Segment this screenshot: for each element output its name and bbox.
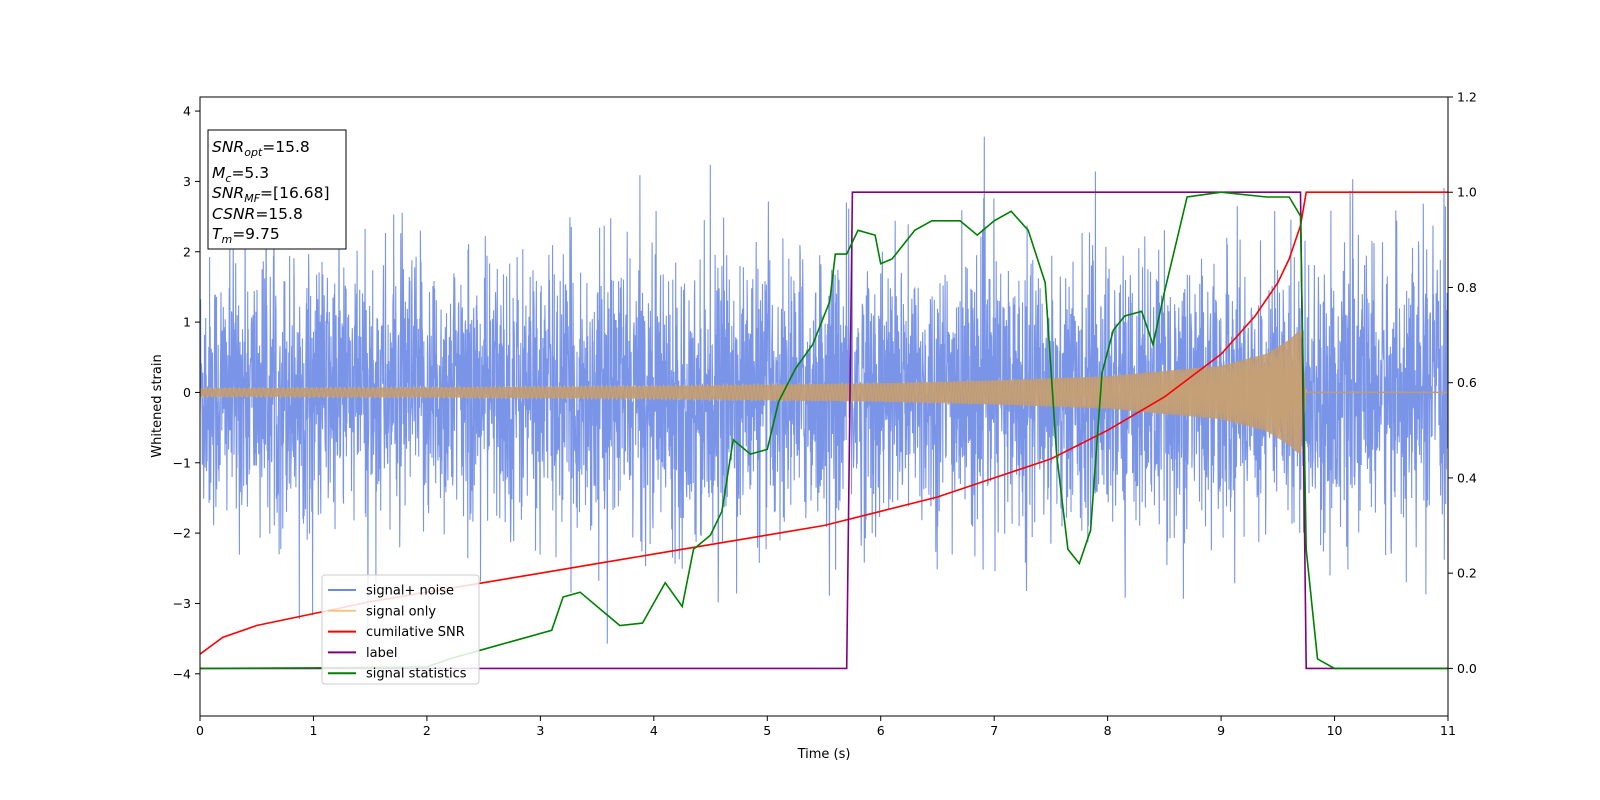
y2-tick-label: 0.6 bbox=[1457, 375, 1477, 390]
y2-tick-label: 0.2 bbox=[1457, 566, 1477, 581]
y-tick-label: −3 bbox=[173, 596, 191, 611]
legend-item: cumilative SNR bbox=[328, 625, 465, 640]
x-axis-label: Time (s) bbox=[797, 747, 851, 762]
y-tick-label: 1 bbox=[183, 315, 191, 330]
x-tick-label: 3 bbox=[536, 723, 544, 738]
x-tick-label: 1 bbox=[309, 723, 317, 738]
annotation-snr-mf: SNRMF=[16.68] bbox=[212, 184, 330, 205]
y2-tick-label: 1.0 bbox=[1457, 185, 1477, 200]
annotation-mc: Mc=5.3 bbox=[212, 164, 269, 185]
annotation-tm: Tm=9.75 bbox=[212, 225, 280, 246]
annotation-csnr: CSNR=15.8 bbox=[212, 205, 303, 223]
x-tick-label: 10 bbox=[1327, 723, 1343, 738]
y-tick-label: −2 bbox=[173, 526, 191, 541]
series-label bbox=[200, 191, 1448, 670]
y-tick-label: 4 bbox=[183, 104, 191, 119]
y-axis-right: 1.2 1.0 0.8 0.6 0.4 0.2 0.0 bbox=[1448, 90, 1477, 676]
plot-frame bbox=[199, 96, 1449, 717]
legend-item: signal+ noise bbox=[328, 584, 454, 599]
y2-tick-label: 1.2 bbox=[1457, 90, 1477, 105]
x-tick-label: 7 bbox=[990, 723, 998, 738]
x-tick-label: 9 bbox=[1217, 723, 1225, 738]
y-tick-label: 0 bbox=[183, 385, 191, 400]
x-tick-label: 11 bbox=[1440, 723, 1456, 738]
y-tick-label: −4 bbox=[173, 666, 191, 681]
legend-label: signal+ noise bbox=[366, 584, 454, 599]
plot-area bbox=[200, 136, 1448, 670]
x-tick-label: 0 bbox=[196, 723, 204, 738]
x-tick-label: 5 bbox=[763, 723, 771, 738]
legend-label: signal only bbox=[366, 604, 436, 619]
series-signal-statistics bbox=[200, 191, 1448, 670]
x-tick-label: 8 bbox=[1104, 723, 1112, 738]
y2-tick-label: 0.8 bbox=[1457, 280, 1477, 295]
legend-label: signal statistics bbox=[366, 667, 467, 682]
annotation-snr-opt: SNRopt=15.8 bbox=[212, 138, 310, 159]
legend-label: label bbox=[366, 646, 397, 661]
x-tick-label: 6 bbox=[877, 723, 885, 738]
series-signal-plus-noise bbox=[200, 136, 1448, 644]
y-tick-label: −1 bbox=[173, 455, 191, 470]
legend-label: cumilative SNR bbox=[366, 625, 465, 640]
y-axis-left: 4 3 2 1 0 −1 −2 −3 −4 bbox=[173, 104, 200, 681]
y-axis-label: Whitened strain bbox=[150, 354, 165, 457]
annotation-box: SNRopt=15.8 Mc=5.3 SNRMF=[16.68] CSNR=15… bbox=[207, 129, 347, 250]
y-tick-label: 3 bbox=[183, 174, 191, 189]
y-tick-label: 2 bbox=[183, 244, 191, 259]
x-tick-label: 4 bbox=[650, 723, 658, 738]
legend-item: label bbox=[328, 646, 397, 661]
y2-tick-label: 0.4 bbox=[1457, 470, 1477, 485]
y2-tick-label: 0.0 bbox=[1457, 661, 1477, 676]
legend: signal+ noise signal only cumilative SNR la… bbox=[321, 574, 480, 685]
legend-item: signal statistics bbox=[328, 667, 467, 682]
signal-only-envelope bbox=[200, 330, 1307, 455]
x-tick-label: 2 bbox=[423, 723, 431, 738]
x-axis: 0 1 2 3 4 5 6 7 8 9 10 11 bbox=[196, 716, 1456, 738]
legend-item: signal only bbox=[328, 604, 436, 619]
